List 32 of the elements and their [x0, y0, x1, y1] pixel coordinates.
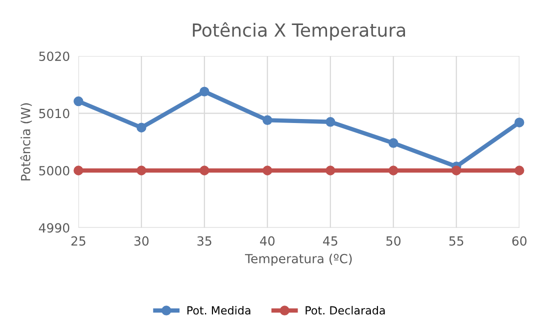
x-axis-title: Temperatura (ºC): [244, 254, 352, 266]
y-tick-label: 5000: [39, 166, 70, 176]
point: [74, 96, 84, 106]
point: [74, 166, 84, 176]
point: [136, 122, 146, 132]
y-tick-label: 5020: [39, 52, 70, 62]
point: [326, 166, 336, 176]
x-tick-label: 30: [134, 236, 149, 246]
y-tick-label: 5010: [39, 108, 70, 118]
x-tick-label: 35: [197, 236, 212, 246]
x-tick-label: 25: [71, 236, 86, 246]
legend-label: Pot. Medida: [187, 306, 250, 315]
point: [262, 166, 272, 176]
point: [388, 138, 398, 148]
point: [200, 166, 210, 176]
x-tick-label: 55: [449, 236, 464, 246]
point: [326, 117, 336, 127]
y-axis-title: Potência (W): [20, 103, 32, 180]
point: [200, 86, 210, 96]
point: [136, 166, 146, 176]
point: [514, 118, 524, 128]
point: [452, 166, 462, 176]
point: [262, 115, 272, 126]
x-tick-label: 45: [323, 236, 338, 246]
y-tick-label: 4990: [38, 223, 70, 233]
legend-label: Pot. Declarada: [306, 306, 385, 315]
chart-title: Potência X Temperatura: [192, 22, 406, 40]
x-tick-label: 40: [260, 236, 275, 246]
x-tick-label: 50: [386, 236, 401, 246]
point: [514, 166, 524, 176]
point: [388, 166, 398, 176]
x-tick-label: 60: [512, 236, 526, 246]
